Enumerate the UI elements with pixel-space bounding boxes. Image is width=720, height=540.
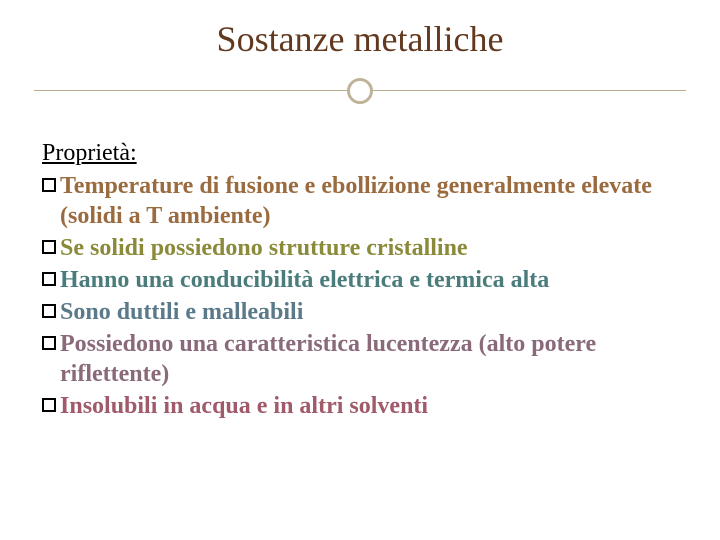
divider-ring-icon: [347, 78, 373, 104]
list-item: Insolubili in acqua e in altri solventi: [42, 391, 678, 421]
list-item: Sono duttili e malleabili: [42, 297, 678, 327]
list-item-text: Insolubili in acqua e in altri solventi: [60, 391, 428, 421]
bullet-list: Temperature di fusione e ebollizione gen…: [42, 171, 678, 421]
list-item-text: Possiedono una caratteristica lucentezza…: [60, 329, 678, 389]
slide-body: Proprietà: Temperature di fusione e ebol…: [0, 112, 720, 421]
checkbox-icon: [42, 398, 56, 412]
subtitle: Proprietà:: [42, 140, 678, 167]
list-item-text: Hanno una conducibilità elettrica e term…: [60, 265, 549, 295]
list-item-text: Sono duttili e malleabili: [60, 297, 303, 327]
checkbox-icon: [42, 240, 56, 254]
checkbox-icon: [42, 304, 56, 318]
list-item: Se solidi possiedono strutture cristalli…: [42, 233, 678, 263]
checkbox-icon: [42, 336, 56, 350]
list-item: Possiedono una caratteristica lucentezza…: [42, 329, 678, 389]
list-item-text: Se solidi possiedono strutture cristalli…: [60, 233, 468, 263]
title-divider: [34, 72, 686, 112]
checkbox-icon: [42, 178, 56, 192]
list-item: Hanno una conducibilità elettrica e term…: [42, 265, 678, 295]
list-item: Temperature di fusione e ebollizione gen…: [42, 171, 678, 231]
slide-title: Sostanze metalliche: [0, 18, 720, 60]
checkbox-icon: [42, 272, 56, 286]
slide: Sostanze metalliche Proprietà: Temperatu…: [0, 18, 720, 540]
list-item-text: Temperature di fusione e ebollizione gen…: [60, 171, 678, 231]
